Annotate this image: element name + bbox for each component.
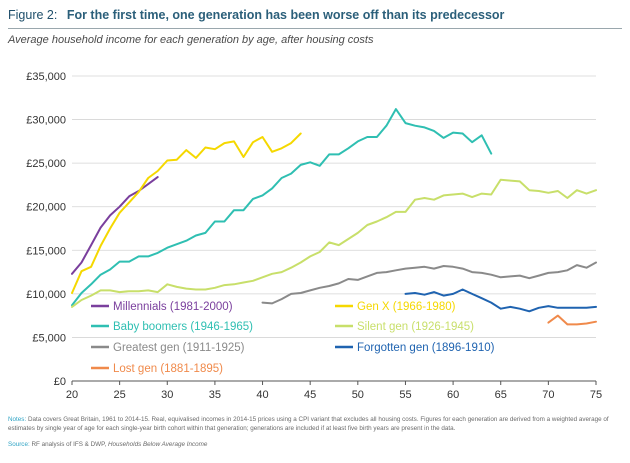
y-tick-label: £30,000 xyxy=(26,115,66,127)
x-tick-label: 70 xyxy=(542,389,554,401)
series-line-greatest xyxy=(261,261,597,305)
legend-label: Greatest gen (1911-1925) xyxy=(113,342,245,354)
income-by-generation-chart: £0 £5,000 £10,000 £15,000 £20,000 £25,000 £30,… xyxy=(26,71,602,401)
y-tick-label: £25,000 xyxy=(26,158,66,170)
legend-label: Millennials (1981-2000) xyxy=(113,301,233,313)
notes-text: Notes: Data covers Great Britain, 1961 t… xyxy=(8,416,622,433)
legend-label: Lost gen (1881-1895) xyxy=(113,363,223,375)
series-line-millennials xyxy=(71,176,159,275)
figure-title: Figure 2: For the first time, one genera… xyxy=(8,8,504,22)
y-tick-label: £20,000 xyxy=(26,202,66,214)
y-tick-label: £10,000 xyxy=(26,289,66,301)
legend-label: Forgotten gen (1896-1910) xyxy=(357,342,495,354)
y-tick-label: £35,000 xyxy=(26,71,66,83)
series-line-gen xyxy=(71,132,302,294)
y-tick-label: £15,000 xyxy=(26,245,66,257)
legend-label: Baby boomers (1946-1965) xyxy=(113,321,253,333)
chart-subtitle: Average household income for each genera… xyxy=(8,34,374,46)
notes-label: Notes: xyxy=(8,416,27,423)
legend-label: Gen X (1966-1980) xyxy=(357,301,456,313)
series-line-baby xyxy=(71,108,493,307)
source-publication: Households Below Average Income xyxy=(107,441,208,448)
series-line-silent xyxy=(71,178,597,308)
y-tick-label: £5,000 xyxy=(32,332,66,344)
x-tick-label: 30 xyxy=(161,389,173,401)
notes-body: Data covers Great Britain, 1961 to 2014-… xyxy=(8,416,609,432)
title-divider xyxy=(8,28,622,29)
y-tick-label: £0 xyxy=(54,376,66,388)
figure-label: Figure 2: xyxy=(8,8,58,22)
x-tick-label: 55 xyxy=(399,389,411,401)
x-tick-label: 65 xyxy=(495,389,507,401)
x-tick-label: 50 xyxy=(352,389,364,401)
source-text: Source: RF analysis of IFS & DWP, Househ… xyxy=(8,441,207,448)
figure-headline: For the first time, one generation has b… xyxy=(66,8,505,22)
x-tick-label: 25 xyxy=(114,389,126,401)
legend-label: Silent gen (1926-1945) xyxy=(357,321,474,333)
x-tick-label: 40 xyxy=(256,389,268,401)
source-label: Source: xyxy=(8,441,30,448)
x-tick-label: 60 xyxy=(447,389,459,401)
x-tick-label: 20 xyxy=(66,389,78,401)
series-line-forgotten xyxy=(404,288,597,313)
x-tick-label: 35 xyxy=(209,389,221,401)
series-line-lost xyxy=(547,314,597,326)
x-tick-label: 75 xyxy=(590,389,602,401)
x-tick-label: 45 xyxy=(304,389,316,401)
source-body: RF analysis of IFS & DWP, xyxy=(31,441,108,448)
